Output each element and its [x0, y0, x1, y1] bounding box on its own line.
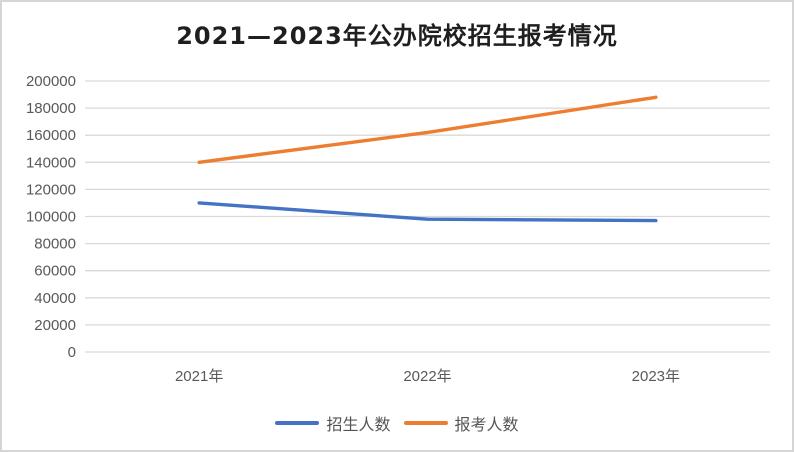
svg-text:100000: 100000: [26, 209, 76, 226]
data-series-lines: [197, 95, 658, 223]
legend-item-enrollment: 招生人数: [275, 411, 391, 435]
legend-label-applicants: 报考人数: [454, 417, 519, 434]
svg-text:60000: 60000: [34, 263, 76, 280]
svg-text:120000: 120000: [26, 181, 76, 198]
svg-text:180000: 180000: [26, 100, 76, 117]
svg-text:2023年: 2023年: [632, 368, 680, 385]
svg-text:160000: 160000: [26, 127, 76, 144]
legend-item-applicants: 报考人数: [403, 411, 519, 435]
legend-label-enrollment: 招生人数: [326, 417, 391, 434]
legend: 招生人数 报考人数: [2, 410, 792, 436]
svg-text:20000: 20000: [34, 317, 76, 334]
svg-text:140000: 140000: [26, 154, 76, 171]
svg-text:2022年: 2022年: [403, 368, 451, 385]
svg-text:200000: 200000: [26, 73, 76, 90]
svg-text:2021年: 2021年: [175, 368, 223, 385]
y-axis-tick-labels: 0 20000 40000 60000 80000 100000 120000 140000 1…: [26, 73, 76, 361]
gridlines: [85, 80, 770, 353]
svg-text:80000: 80000: [34, 236, 76, 253]
legend-swatch-applicants-icon: [403, 421, 448, 425]
svg-text:40000: 40000: [34, 290, 76, 307]
svg-text:0: 0: [68, 344, 76, 361]
legend-swatch-enrollment-icon: [275, 421, 320, 425]
chart-title: 2021—2023年公办院校招生报考情况: [176, 22, 618, 50]
x-axis-tick-labels: 2021年 2022年 2023年: [175, 368, 680, 385]
